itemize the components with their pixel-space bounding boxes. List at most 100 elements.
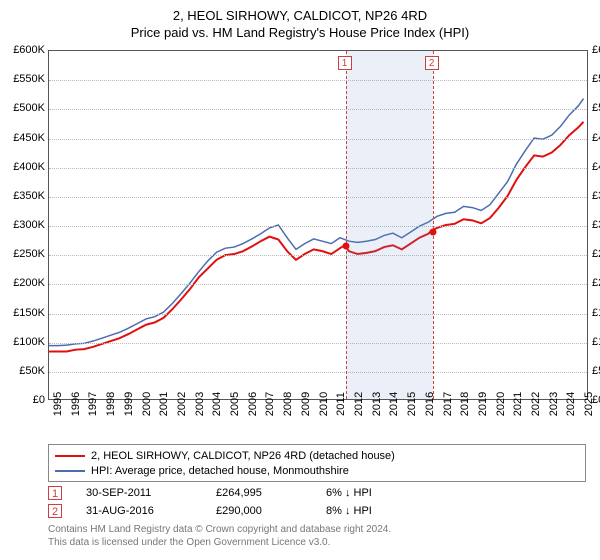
gridline-horizontal <box>49 109 587 110</box>
y-axis-tick-label: £300K <box>1 219 45 231</box>
x-axis-tick-label: 2009 <box>300 392 312 416</box>
gridline-horizontal <box>49 372 587 373</box>
price-event-date: 31-AUG-2016 <box>86 505 216 517</box>
legend-swatch-series1 <box>55 455 85 457</box>
y-axis-tick-label-right: £500K <box>592 102 600 114</box>
x-axis-tick-label: 2019 <box>477 392 489 416</box>
title-subtitle: Price paid vs. HM Land Registry's House … <box>0 25 600 40</box>
y-axis-tick-label-right: £350K <box>592 190 600 202</box>
legend-swatch-series2 <box>55 470 85 472</box>
x-axis-tick-label: 2015 <box>406 392 418 416</box>
y-axis-tick-label: £350K <box>1 190 45 202</box>
y-axis-tick-label-right: £300K <box>592 219 600 231</box>
chart-svg <box>49 51 587 399</box>
y-axis-tick-label-right: £550K <box>592 73 600 85</box>
gridline-horizontal <box>49 226 587 227</box>
price-event-dot <box>429 228 436 235</box>
price-event-delta: 6% ↓ HPI <box>326 487 436 499</box>
legend-label-series1: 2, HEOL SIRHOWY, CALDICOT, NP26 4RD (det… <box>91 450 395 462</box>
y-axis-tick-label-right: £100K <box>592 336 600 348</box>
gridline-horizontal <box>49 80 587 81</box>
x-axis-tick-label: 2005 <box>229 392 241 416</box>
price-event-price: £290,000 <box>216 505 326 517</box>
gridline-horizontal <box>49 284 587 285</box>
gridline-horizontal <box>49 197 587 198</box>
price-event-delta: 8% ↓ HPI <box>326 505 436 517</box>
price-event-marker-label: 1 <box>338 56 352 70</box>
y-axis-tick-label: £450K <box>1 132 45 144</box>
gridline-horizontal <box>49 139 587 140</box>
y-axis-tick-label-right: £200K <box>592 277 600 289</box>
x-axis-tick-label: 2014 <box>388 392 400 416</box>
y-axis-tick-label: £500K <box>1 102 45 114</box>
legend-row-series1: 2, HEOL SIRHOWY, CALDICOT, NP26 4RD (det… <box>55 448 579 463</box>
footer-line2: This data is licensed under the Open Gov… <box>48 537 586 550</box>
x-axis-tick-label: 1999 <box>123 392 135 416</box>
x-axis-tick-label: 2006 <box>247 392 259 416</box>
legend-row-series2: HPI: Average price, detached house, Monm… <box>55 463 579 478</box>
y-axis-tick-label: £400K <box>1 161 45 173</box>
x-axis-tick-label: 2022 <box>530 392 542 416</box>
price-event-index: 2 <box>48 504 62 518</box>
y-axis-tick-label-right: £450K <box>592 132 600 144</box>
x-axis-tick-label: 2007 <box>264 392 276 416</box>
x-axis-tick-label: 2025 <box>583 392 595 416</box>
x-axis-tick-label: 1996 <box>70 392 82 416</box>
price-events-table: 1 30-SEP-2011 £264,995 6% ↓ HPI 2 31-AUG… <box>48 484 586 520</box>
chart-container: 2, HEOL SIRHOWY, CALDICOT, NP26 4RD Pric… <box>0 0 600 560</box>
event-marker-line <box>433 51 434 399</box>
x-axis-tick-label: 1997 <box>87 392 99 416</box>
y-axis-tick-label: £600K <box>1 44 45 56</box>
gridline-horizontal <box>49 343 587 344</box>
x-axis-tick-label: 2010 <box>318 392 330 416</box>
plot-area <box>48 50 588 400</box>
gridline-horizontal <box>49 168 587 169</box>
y-axis-tick-label-right: £50K <box>592 365 600 377</box>
y-axis-tick-label: £550K <box>1 73 45 85</box>
x-axis-tick-label: 2001 <box>158 392 170 416</box>
x-axis-tick-label: 2016 <box>424 392 436 416</box>
price-event-date: 30-SEP-2011 <box>86 487 216 499</box>
footer: Contains HM Land Registry data © Crown c… <box>48 524 586 549</box>
price-event-row: 2 31-AUG-2016 £290,000 8% ↓ HPI <box>48 502 586 520</box>
x-axis-tick-label: 2000 <box>141 392 153 416</box>
event-marker-line <box>346 51 347 399</box>
y-axis-tick-label: £250K <box>1 248 45 260</box>
series-line-hpi <box>49 99 584 346</box>
x-axis-tick-label: 2024 <box>565 392 577 416</box>
y-axis-tick-label: £150K <box>1 307 45 319</box>
price-event-row: 1 30-SEP-2011 £264,995 6% ↓ HPI <box>48 484 586 502</box>
price-event-price: £264,995 <box>216 487 326 499</box>
y-axis-tick-label: £0 <box>1 394 45 406</box>
title-address: 2, HEOL SIRHOWY, CALDICOT, NP26 4RD <box>0 8 600 23</box>
x-axis-tick-label: 1998 <box>105 392 117 416</box>
x-axis-tick-label: 1995 <box>52 392 64 416</box>
y-axis-tick-label-right: £150K <box>592 307 600 319</box>
legend: 2, HEOL SIRHOWY, CALDICOT, NP26 4RD (det… <box>48 444 586 482</box>
price-event-index: 1 <box>48 486 62 500</box>
legend-label-series2: HPI: Average price, detached house, Monm… <box>91 465 349 477</box>
x-axis-tick-label: 2017 <box>442 392 454 416</box>
x-axis-tick-label: 2002 <box>176 392 188 416</box>
price-event-dot <box>342 243 349 250</box>
title-block: 2, HEOL SIRHOWY, CALDICOT, NP26 4RD Pric… <box>0 0 600 44</box>
y-axis-tick-label-right: £250K <box>592 248 600 260</box>
ownership-band <box>346 51 433 399</box>
y-axis-tick-label: £200K <box>1 277 45 289</box>
x-axis-tick-label: 2004 <box>211 392 223 416</box>
y-axis-tick-label-right: £400K <box>592 161 600 173</box>
x-axis-tick-label: 2011 <box>335 392 347 416</box>
x-axis-tick-label: 2021 <box>512 392 524 416</box>
footer-line1: Contains HM Land Registry data © Crown c… <box>48 524 586 537</box>
x-axis-tick-label: 2013 <box>371 392 383 416</box>
y-axis-tick-label: £50K <box>1 365 45 377</box>
x-axis-tick-label: 2003 <box>194 392 206 416</box>
gridline-horizontal <box>49 314 587 315</box>
gridline-horizontal <box>49 255 587 256</box>
x-axis-tick-label: 2018 <box>459 392 471 416</box>
x-axis-tick-label: 2020 <box>495 392 507 416</box>
y-axis-tick-label: £100K <box>1 336 45 348</box>
series-line-price_paid <box>49 122 584 352</box>
x-axis-tick-label: 2023 <box>548 392 560 416</box>
y-axis-tick-label-right: £600K <box>592 44 600 56</box>
